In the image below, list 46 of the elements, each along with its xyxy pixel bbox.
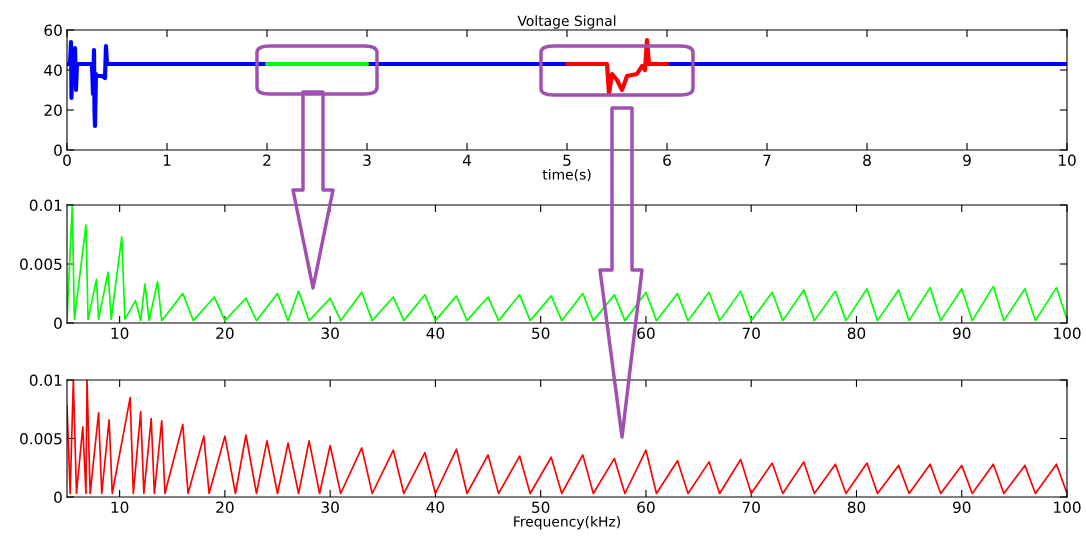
x-tick-label: 10 (111, 327, 129, 339)
x-tick-label: 70 (742, 501, 760, 513)
y-tick-label: 0.01 (29, 374, 62, 387)
x-tick-label: 100 (1054, 501, 1081, 513)
y-tick-label: 0 (54, 491, 62, 504)
chart-title: Voltage Signal (517, 15, 616, 29)
y-tick-label: 20 (44, 104, 62, 117)
x-tick-label: 70 (742, 327, 760, 339)
x-tick-label: 30 (321, 327, 339, 339)
x-tick-label: 30 (321, 501, 339, 513)
x-tick-label: 20 (216, 501, 234, 513)
x-tick-label: 50 (532, 501, 550, 513)
x-tick-label: 10 (111, 501, 129, 513)
y-tick-label: 0.01 (29, 199, 62, 212)
x-tick-label: 7 (763, 154, 771, 166)
y-tick-label: 0 (54, 144, 62, 157)
x-tick-label: 40 (426, 327, 445, 339)
x-tick-label: 6 (663, 154, 671, 166)
x-tick-label: 0 (63, 154, 71, 166)
y-tick-label: 0.005 (20, 432, 62, 445)
x-tick-label: 10 (1058, 154, 1076, 166)
x-tick-label: 50 (532, 327, 550, 339)
y-tick-label: 0.005 (20, 258, 62, 271)
x-tick-label: 90 (952, 501, 971, 513)
line-series (67, 205, 1067, 322)
x-tick-label: 80 (847, 501, 866, 513)
x-tick-label: 100 (1054, 327, 1081, 339)
line-series (67, 380, 1067, 495)
x-tick-label: 40 (426, 501, 445, 513)
x-tick-label: 8 (863, 154, 871, 166)
x-tick-label: 2 (263, 154, 271, 166)
x-tick-label: 4 (462, 154, 471, 166)
y-tick-label: 0 (54, 317, 62, 330)
x-tick-label: 5 (563, 154, 571, 166)
x-tick-label: 60 (637, 327, 655, 339)
x-tick-label: 80 (847, 327, 866, 339)
x-tick-label: 20 (216, 327, 234, 339)
y-tick-label: 60 (44, 24, 62, 37)
x-axis-title: Frequency(kHz) (514, 515, 620, 530)
x-tick-label: 90 (952, 327, 971, 339)
x-tick-label: 60 (637, 501, 655, 513)
x-tick-label: 1 (163, 154, 171, 166)
x-tick-label: 3 (363, 154, 371, 166)
x-tick-label: 9 (963, 154, 971, 166)
y-tick-label: 40 (44, 64, 62, 77)
x-axis-title: time(s) (542, 168, 591, 182)
